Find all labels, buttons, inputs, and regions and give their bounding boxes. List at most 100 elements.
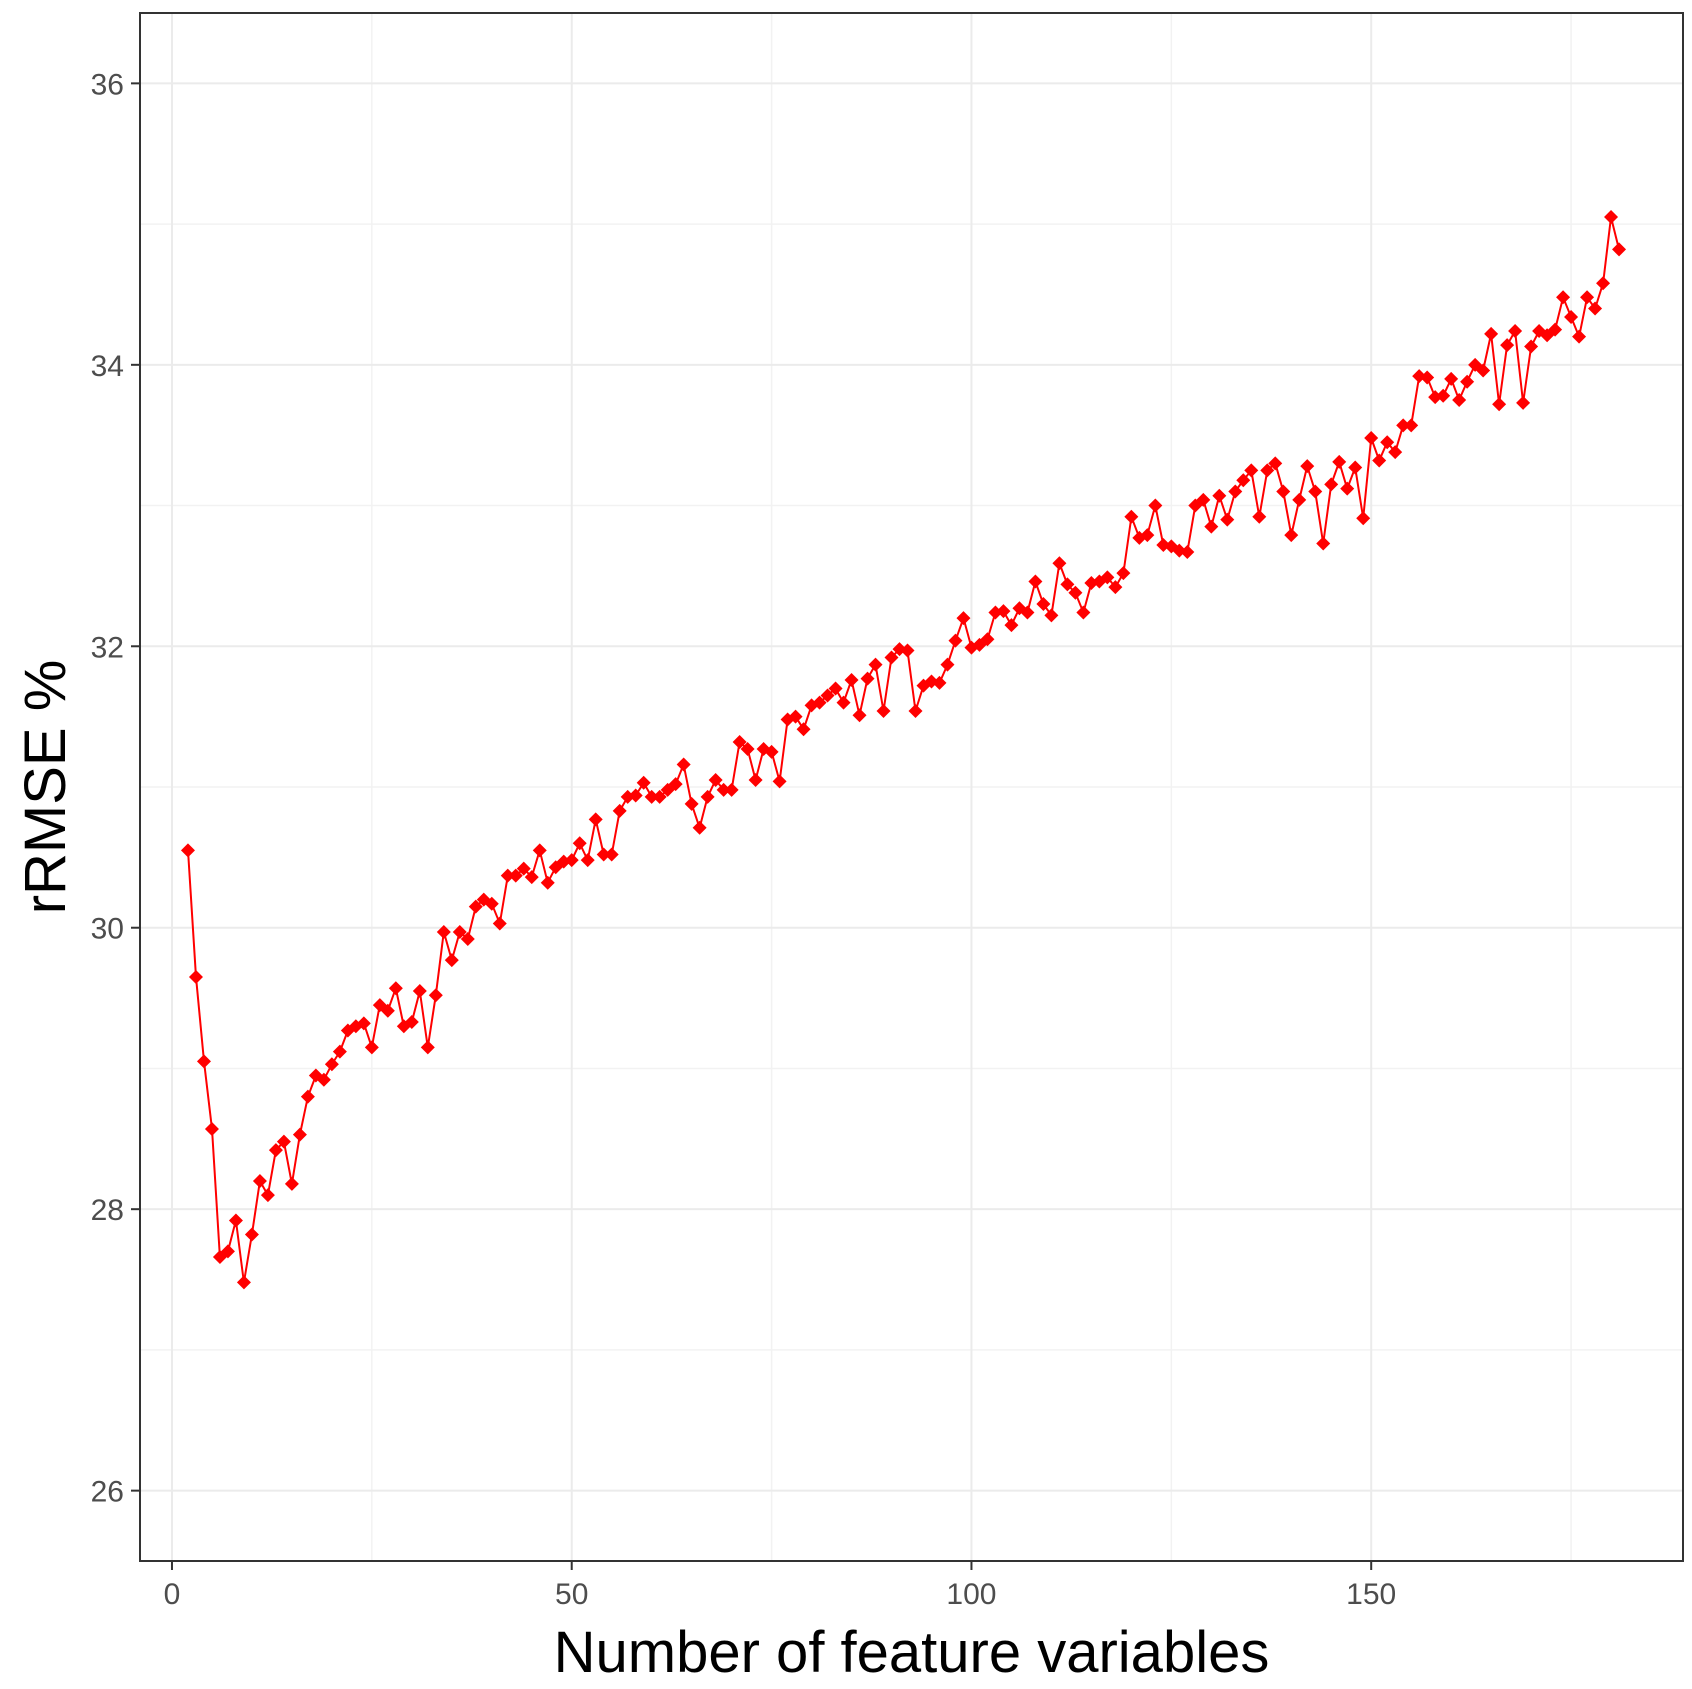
data-point [716, 782, 731, 797]
data-point [1100, 570, 1115, 585]
data-point [956, 611, 971, 626]
data-point [940, 657, 955, 672]
data-point [1404, 418, 1419, 433]
data-point [868, 657, 883, 672]
data-point [1108, 580, 1123, 595]
data-point [500, 868, 515, 883]
data-point [852, 708, 867, 723]
data-point [228, 1213, 243, 1228]
data-point [468, 899, 483, 914]
data-point [588, 812, 603, 827]
data-point [436, 924, 451, 939]
data-point [1244, 463, 1259, 478]
data-point [1572, 329, 1587, 344]
data-point [948, 633, 963, 648]
y-tick-label: 30 [91, 913, 124, 946]
data-point [412, 984, 427, 999]
data-point [604, 847, 619, 862]
data-point [1028, 574, 1043, 589]
data-point [1228, 484, 1243, 499]
data-point [676, 757, 691, 772]
data-point [1204, 519, 1219, 534]
data-point [812, 695, 827, 710]
data-point [1252, 509, 1267, 524]
data-point [1564, 309, 1579, 324]
data-point [1316, 536, 1331, 551]
data-point [1524, 339, 1539, 354]
data-point [484, 896, 499, 911]
data-point [276, 1134, 291, 1149]
data-point [1548, 322, 1563, 337]
data-point [268, 1143, 283, 1158]
data-point [1148, 498, 1163, 513]
data-point [596, 847, 611, 862]
data-point [1180, 544, 1195, 559]
grid [140, 13, 1683, 1561]
data-point [1324, 477, 1339, 492]
data-point [244, 1227, 259, 1242]
data-point [204, 1121, 219, 1136]
data-point [188, 969, 203, 984]
data-point [748, 772, 763, 787]
data-point [1388, 445, 1403, 460]
data-point [932, 675, 947, 690]
data-point [356, 1016, 371, 1031]
data-point [796, 722, 811, 737]
data-point [876, 704, 891, 719]
data-point [1268, 456, 1283, 471]
data-point [1276, 484, 1291, 499]
data-point [1308, 484, 1323, 499]
data-point [316, 1072, 331, 1087]
y-tick-label: 32 [91, 631, 124, 664]
data-point [364, 1040, 379, 1055]
data-point [260, 1188, 275, 1203]
data-point [860, 671, 875, 686]
data-point [420, 1040, 435, 1055]
data-point [1140, 528, 1155, 543]
data-point [1116, 566, 1131, 581]
data-point [788, 709, 803, 724]
data-point [1052, 556, 1067, 571]
data-point [1588, 301, 1603, 316]
data-point [836, 695, 851, 710]
data-point [444, 953, 459, 968]
data-point [1596, 276, 1611, 291]
data-point [220, 1244, 235, 1259]
data-point [724, 782, 739, 797]
data-point [1364, 430, 1379, 445]
data-point [1444, 371, 1459, 386]
panel-border [139, 12, 1684, 1562]
data-point [732, 734, 747, 749]
data-point [828, 681, 843, 696]
y-tick-label: 28 [91, 1194, 124, 1227]
data-point [1332, 454, 1347, 469]
data-point [388, 981, 403, 996]
data-point [1452, 393, 1467, 407]
data-point [900, 643, 915, 658]
data-point [1292, 492, 1307, 507]
data-point [1508, 324, 1523, 339]
data-point [1604, 210, 1619, 225]
x-tick-label: 100 [946, 1578, 996, 1611]
data-point [1476, 363, 1491, 378]
x-axis-title: Number of feature variables [554, 1620, 1270, 1685]
data-point [908, 704, 923, 719]
data-point [1372, 453, 1387, 468]
data-point [1068, 585, 1083, 600]
data-point [1044, 608, 1059, 623]
data-point [1300, 459, 1315, 474]
data-point [1356, 511, 1371, 526]
data-point [1436, 388, 1451, 403]
data-point [1004, 618, 1019, 633]
data-point [572, 836, 587, 851]
data-point [772, 774, 787, 789]
data-point [820, 688, 835, 703]
data-point [340, 1023, 355, 1038]
x-tick-label: 50 [555, 1578, 588, 1611]
data-point [532, 843, 547, 858]
data-point [1236, 473, 1251, 488]
data-point [996, 604, 1011, 619]
data-point [1340, 481, 1355, 496]
data-point [1348, 460, 1363, 475]
